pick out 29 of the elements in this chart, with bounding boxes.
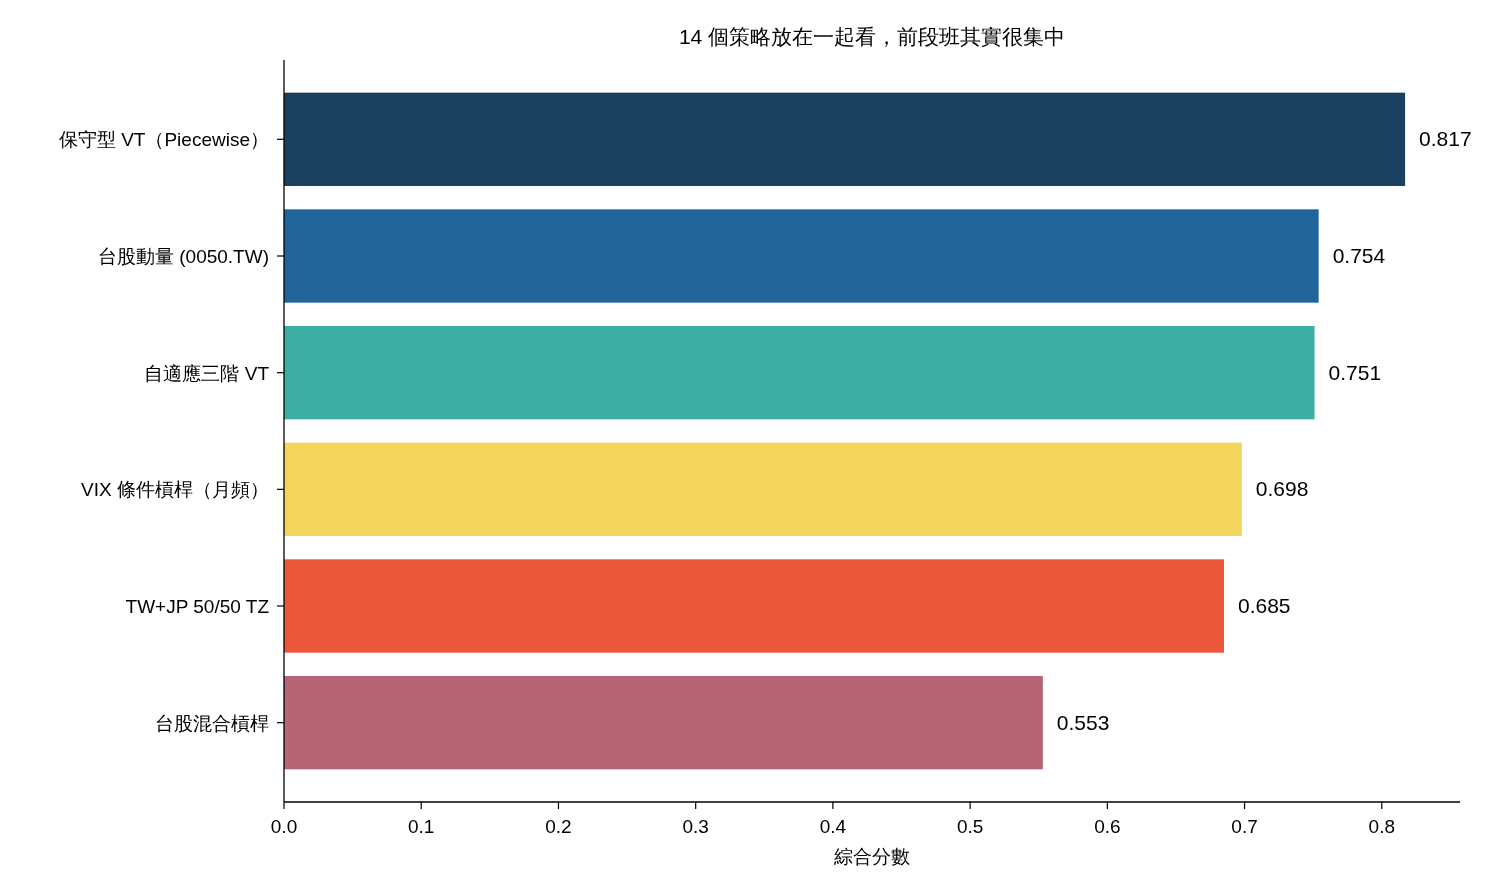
x-axis-title: 綜合分數 [833, 846, 910, 867]
y-tick-label: 自適應三階 VT [144, 362, 270, 384]
y-tick-label: 台股動量 (0050.TW) [97, 246, 269, 267]
y-tick-label: TW+JP 50/50 TZ [125, 596, 270, 617]
x-tick-label: 0.1 [408, 816, 435, 837]
x-tick-label: 0.8 [1368, 816, 1395, 837]
bar [284, 442, 1242, 536]
y-tick-label: 保守型 VT（Piecewise） [58, 129, 269, 151]
bar [284, 92, 1406, 186]
data-label: 0.817 [1419, 127, 1472, 151]
bar [284, 209, 1319, 303]
y-tick-label: VIX 條件槓桿（月頻） [81, 479, 269, 501]
data-label: 0.685 [1237, 594, 1291, 617]
bar [284, 559, 1224, 653]
data-label: 0.698 [1255, 477, 1309, 501]
x-tick-label: 0.3 [682, 816, 709, 837]
x-tick-label: 0.2 [545, 816, 572, 837]
x-tick-label: 0.4 [819, 816, 847, 837]
x-tick-label: 0.5 [956, 816, 984, 837]
chart-title: 14 個策略放在一起看，前段班其實很集中 [678, 25, 1066, 48]
data-label: 0.754 [1332, 244, 1386, 267]
bar [284, 676, 1043, 770]
x-tick-label: 0.0 [270, 816, 298, 837]
data-label: 0.553 [1056, 710, 1110, 734]
x-tick-label: 0.7 [1231, 816, 1258, 837]
y-tick-label: 台股混合槓桿 [155, 712, 269, 734]
data-label: 0.751 [1328, 360, 1382, 384]
x-tick-label: 0.6 [1094, 816, 1121, 837]
bar [284, 326, 1315, 420]
